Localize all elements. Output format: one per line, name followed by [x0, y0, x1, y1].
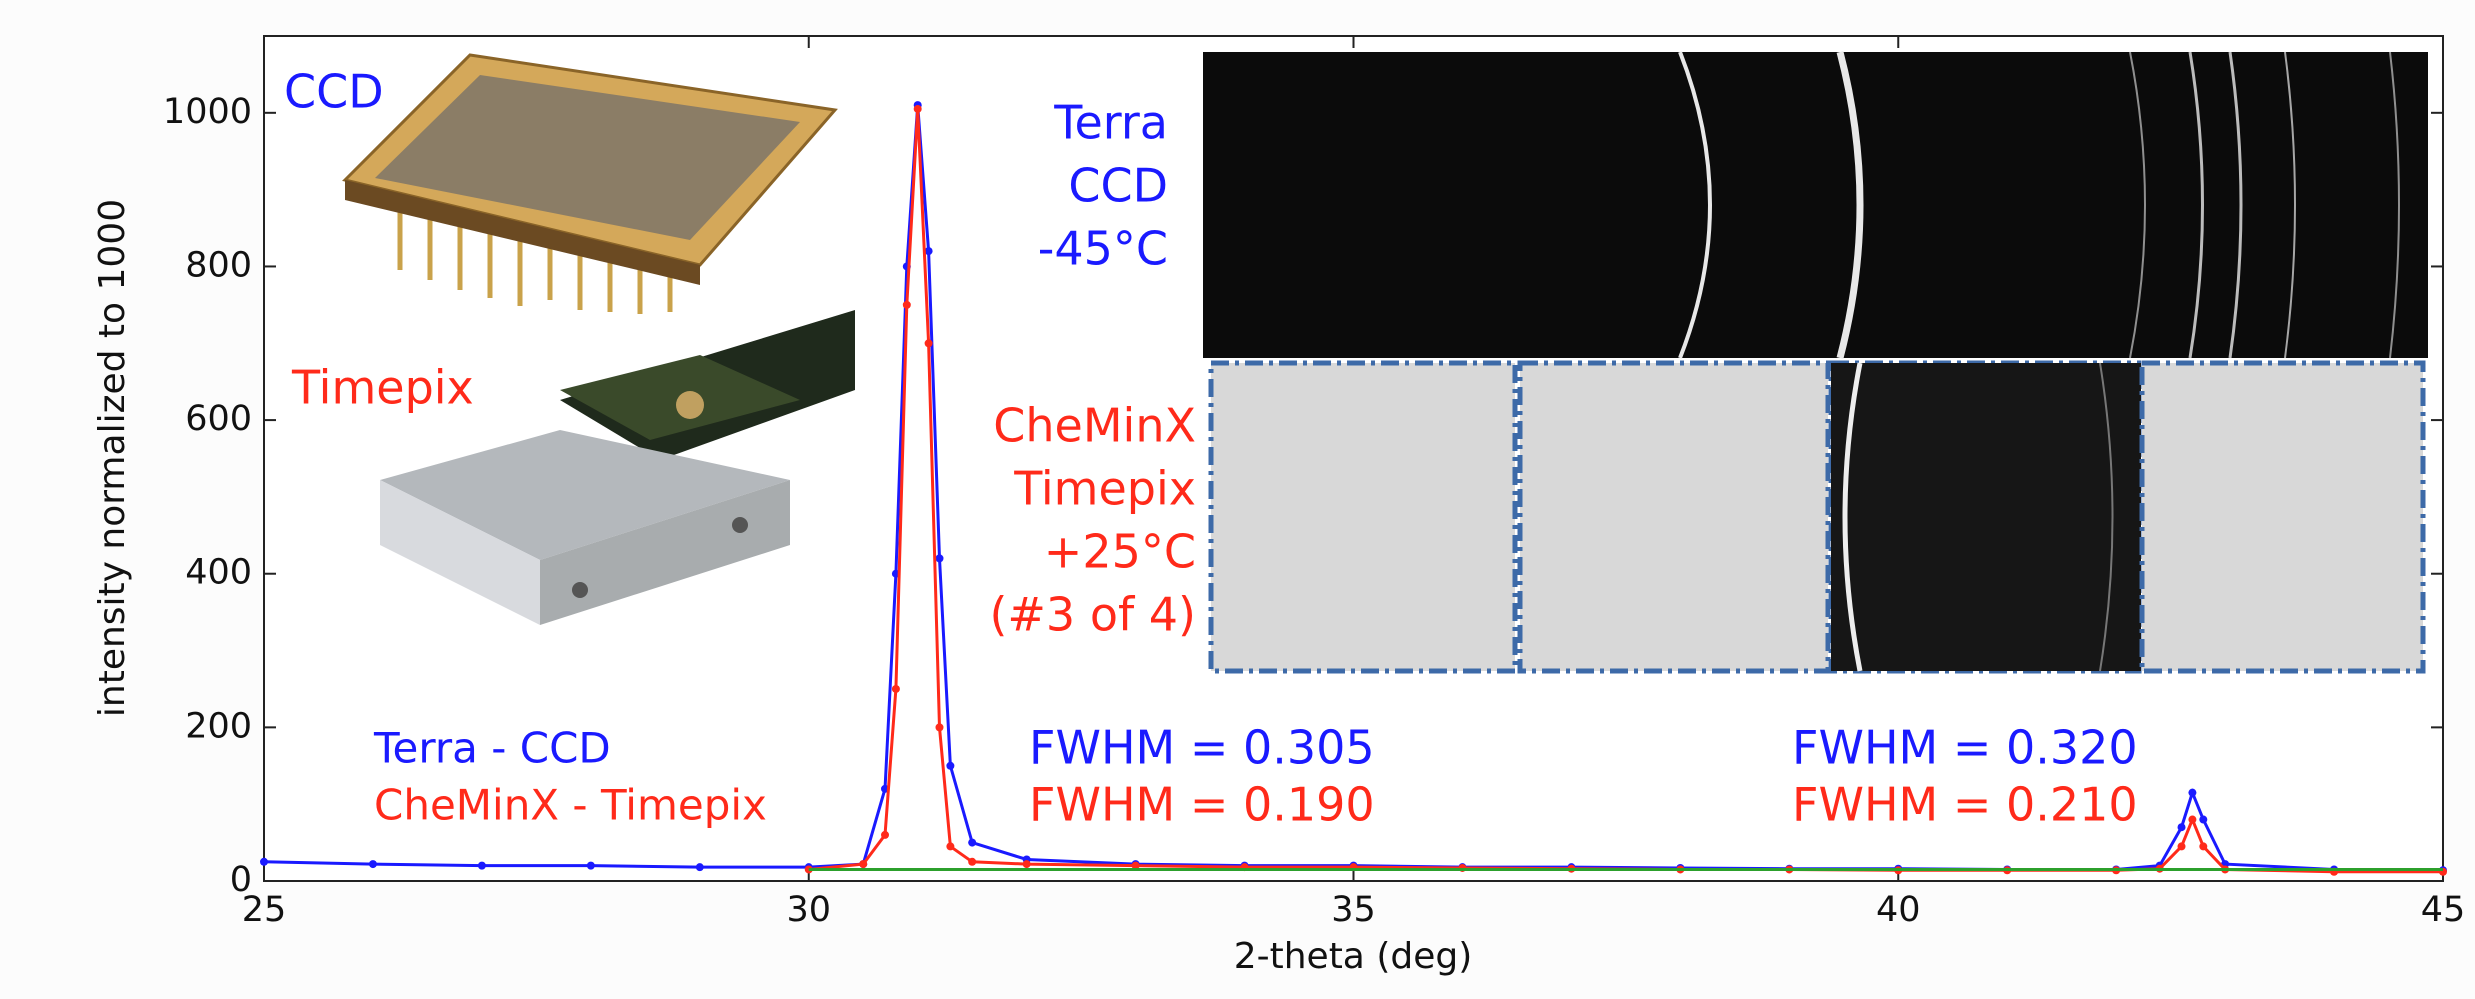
annotation: +25°C: [1044, 525, 1196, 579]
data-point: [2199, 815, 2208, 824]
x-tick-label: 30: [786, 890, 831, 930]
ccd-diffraction-image: [1203, 51, 2428, 359]
data-point: [881, 830, 890, 839]
data-point: [913, 104, 922, 113]
y-tick-label: 400: [185, 553, 252, 593]
data-point: [260, 857, 268, 866]
data-point: [891, 684, 900, 693]
data-point: [368, 860, 377, 869]
data-point: [924, 247, 933, 256]
annotation: CCD: [284, 65, 384, 119]
data-point: [2188, 788, 2197, 797]
annotation: -45°C: [1038, 222, 1168, 276]
series-line: [808, 108, 2443, 874]
annotation: Timepix: [291, 361, 474, 415]
annotation: FWHM = 0.190: [1029, 778, 1375, 832]
data-point: [2199, 842, 2208, 851]
data-point: [946, 761, 955, 770]
annotation: (#3 of 4): [989, 588, 1196, 642]
annotation: Terra: [1053, 96, 1168, 150]
annotation: CheMinX: [993, 399, 1196, 453]
data-point: [2177, 823, 2186, 832]
y-tick-label: 800: [185, 245, 252, 285]
y-tick-label: 200: [185, 706, 252, 746]
data-point: [902, 300, 911, 309]
y-tick-label: 1000: [163, 92, 252, 132]
annotation: FWHM = 0.210: [1792, 778, 2138, 832]
annotation: FWHM = 0.305: [1029, 721, 1375, 775]
data-point: [968, 857, 977, 866]
timepix-photo: [380, 310, 855, 625]
data-point: [946, 842, 955, 851]
data-point: [2188, 815, 2197, 824]
annotation: CCD: [1068, 159, 1168, 213]
legend-entry: Terra - CCD: [373, 724, 611, 773]
data-point: [2177, 842, 2186, 851]
y-tick-label: 600: [185, 399, 252, 439]
legend-entry: CheMinX - Timepix: [374, 781, 767, 830]
data-point: [586, 861, 595, 870]
data-point: [924, 339, 933, 348]
x-tick-label: 35: [1331, 890, 1376, 930]
annotation: FWHM = 0.320: [1792, 721, 2138, 775]
ccd-photo: [342, 53, 838, 314]
x-tick-label: 25: [242, 890, 287, 930]
x-tick-label: 45: [2421, 890, 2466, 930]
timepix-panels: [1208, 360, 2426, 674]
data-point: [1022, 860, 1031, 869]
data-point: [968, 838, 977, 847]
data-point: [477, 861, 486, 870]
data-point: [935, 554, 944, 563]
x-tick-label: 40: [1876, 890, 1921, 930]
data-point: [935, 723, 944, 732]
annotation: Timepix: [1013, 462, 1196, 516]
data-point: [1131, 861, 1140, 870]
y-tick-label: 0: [230, 860, 252, 900]
data-point: [695, 863, 704, 872]
x-axis-label: 2-theta (deg): [1234, 936, 1473, 977]
data-point: [859, 860, 868, 869]
y-axis-label: intensity normalized to 1000: [92, 199, 133, 717]
